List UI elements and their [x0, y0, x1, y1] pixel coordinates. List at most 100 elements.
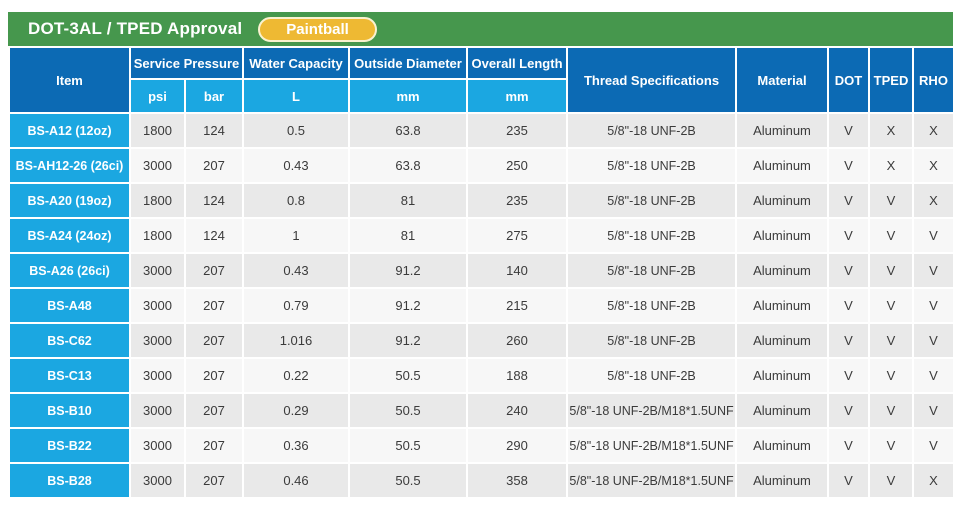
col-header-tped: TPED	[868, 46, 914, 114]
water-capacity-cell: 0.8	[242, 182, 350, 219]
material-cell: Aluminum	[735, 427, 829, 464]
bar-cell: 207	[184, 252, 244, 289]
material-cell: Aluminum	[735, 147, 829, 184]
thread-cell: 5/8"-18 UNF-2B	[566, 322, 737, 359]
col-header-outside-diameter: Outside Diameter	[348, 46, 468, 80]
tped-cell: V	[868, 462, 914, 499]
dot-cell: V	[827, 112, 870, 149]
rho-cell: V	[912, 217, 955, 254]
water-capacity-cell: 0.22	[242, 357, 350, 394]
tped-cell: V	[868, 357, 914, 394]
item-cell: BS-A20 (19oz)	[8, 182, 131, 219]
overall-length-cell: 290	[466, 427, 568, 464]
dot-cell: V	[827, 147, 870, 184]
category-badge: Paintball	[258, 16, 377, 42]
table-body: BS-A12 (12oz) 1800 124 0.5 63.8 235 5/8"-18 UN…	[8, 112, 955, 499]
bar-cell: 207	[184, 462, 244, 499]
thread-cell: 5/8"-18 UNF-2B/M18*1.5UNF	[566, 462, 737, 499]
rho-cell: X	[912, 147, 955, 184]
item-cell: BS-B10	[8, 392, 131, 429]
psi-cell: 3000	[129, 427, 186, 464]
tped-cell: V	[868, 322, 914, 359]
outside-diameter-cell: 50.5	[348, 462, 468, 499]
rho-cell: X	[912, 182, 955, 219]
rho-cell: V	[912, 252, 955, 289]
table-row: BS-C62 3000 207 1.016 91.2 260 5/8"-18 UNF-2B A…	[8, 322, 955, 359]
col-header-water-capacity: Water Capacity	[242, 46, 350, 80]
psi-cell: 3000	[129, 357, 186, 394]
tped-cell: V	[868, 182, 914, 219]
bar-cell: 124	[184, 112, 244, 149]
thread-cell: 5/8"-18 UNF-2B	[566, 217, 737, 254]
outside-diameter-cell: 63.8	[348, 147, 468, 184]
bar-cell: 124	[184, 182, 244, 219]
spec-table: Item Service Pressure Water Capacity Out…	[8, 46, 955, 499]
psi-cell: 3000	[129, 462, 186, 499]
outside-diameter-cell: 81	[348, 217, 468, 254]
table-row: BS-C13 3000 207 0.22 50.5 188 5/8"-18 UNF-2B Al…	[8, 357, 955, 394]
item-cell: BS-A26 (26ci)	[8, 252, 131, 289]
tped-cell: V	[868, 392, 914, 429]
outside-diameter-cell: 50.5	[348, 392, 468, 429]
overall-length-cell: 275	[466, 217, 568, 254]
dot-cell: V	[827, 322, 870, 359]
rho-cell: X	[912, 462, 955, 499]
rho-cell: V	[912, 357, 955, 394]
col-header-material: Material	[735, 46, 829, 114]
tped-cell: X	[868, 112, 914, 149]
psi-cell: 1800	[129, 112, 186, 149]
material-cell: Aluminum	[735, 357, 829, 394]
water-capacity-cell: 0.29	[242, 392, 350, 429]
bar-cell: 207	[184, 147, 244, 184]
item-cell: BS-C62	[8, 322, 131, 359]
water-capacity-cell: 0.43	[242, 147, 350, 184]
thread-cell: 5/8"-18 UNF-2B	[566, 287, 737, 324]
thread-cell: 5/8"-18 UNF-2B/M18*1.5UNF	[566, 427, 737, 464]
thread-cell: 5/8"-18 UNF-2B	[566, 357, 737, 394]
rho-cell: V	[912, 287, 955, 324]
overall-length-cell: 140	[466, 252, 568, 289]
thread-cell: 5/8"-18 UNF-2B	[566, 182, 737, 219]
rho-cell: X	[912, 112, 955, 149]
psi-cell: 3000	[129, 392, 186, 429]
dot-cell: V	[827, 287, 870, 324]
water-capacity-cell: 0.5	[242, 112, 350, 149]
outside-diameter-cell: 63.8	[348, 112, 468, 149]
tped-cell: V	[868, 287, 914, 324]
item-cell: BS-A48	[8, 287, 131, 324]
dot-cell: V	[827, 182, 870, 219]
dot-cell: V	[827, 217, 870, 254]
material-cell: Aluminum	[735, 287, 829, 324]
outside-diameter-cell: 91.2	[348, 287, 468, 324]
col-subheader-bar: bar	[184, 78, 244, 114]
bar-cell: 207	[184, 427, 244, 464]
dot-cell: V	[827, 392, 870, 429]
tped-cell: V	[868, 217, 914, 254]
item-cell: BS-AH12-26 (26ci)	[8, 147, 131, 184]
overall-length-cell: 240	[466, 392, 568, 429]
item-cell: BS-A24 (24oz)	[8, 217, 131, 254]
overall-length-cell: 358	[466, 462, 568, 499]
col-header-item: Item	[8, 46, 131, 114]
material-cell: Aluminum	[735, 252, 829, 289]
material-cell: Aluminum	[735, 322, 829, 359]
dot-cell: V	[827, 357, 870, 394]
psi-cell: 3000	[129, 322, 186, 359]
rho-cell: V	[912, 322, 955, 359]
table-header: Item Service Pressure Water Capacity Out…	[8, 46, 955, 114]
water-capacity-cell: 0.43	[242, 252, 350, 289]
col-header-service-pressure: Service Pressure	[129, 46, 244, 80]
item-cell: BS-B22	[8, 427, 131, 464]
bar-cell: 124	[184, 217, 244, 254]
overall-length-cell: 235	[466, 182, 568, 219]
bar-cell: 207	[184, 322, 244, 359]
outside-diameter-cell: 91.2	[348, 322, 468, 359]
outside-diameter-cell: 81	[348, 182, 468, 219]
psi-cell: 3000	[129, 287, 186, 324]
col-subheader-overall-length-unit: mm	[466, 78, 568, 114]
dot-cell: V	[827, 462, 870, 499]
overall-length-cell: 188	[466, 357, 568, 394]
col-header-thread-specifications: Thread Specifications	[566, 46, 737, 114]
psi-cell: 1800	[129, 182, 186, 219]
col-header-rho: RHO	[912, 46, 955, 114]
